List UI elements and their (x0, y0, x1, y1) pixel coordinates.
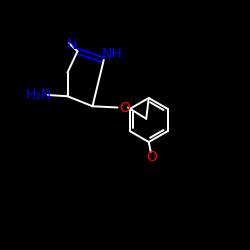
Text: N: N (67, 38, 77, 52)
Text: H₂N: H₂N (26, 88, 52, 102)
Text: O: O (146, 150, 157, 164)
Text: O: O (119, 100, 130, 114)
Text: NH: NH (102, 47, 122, 61)
